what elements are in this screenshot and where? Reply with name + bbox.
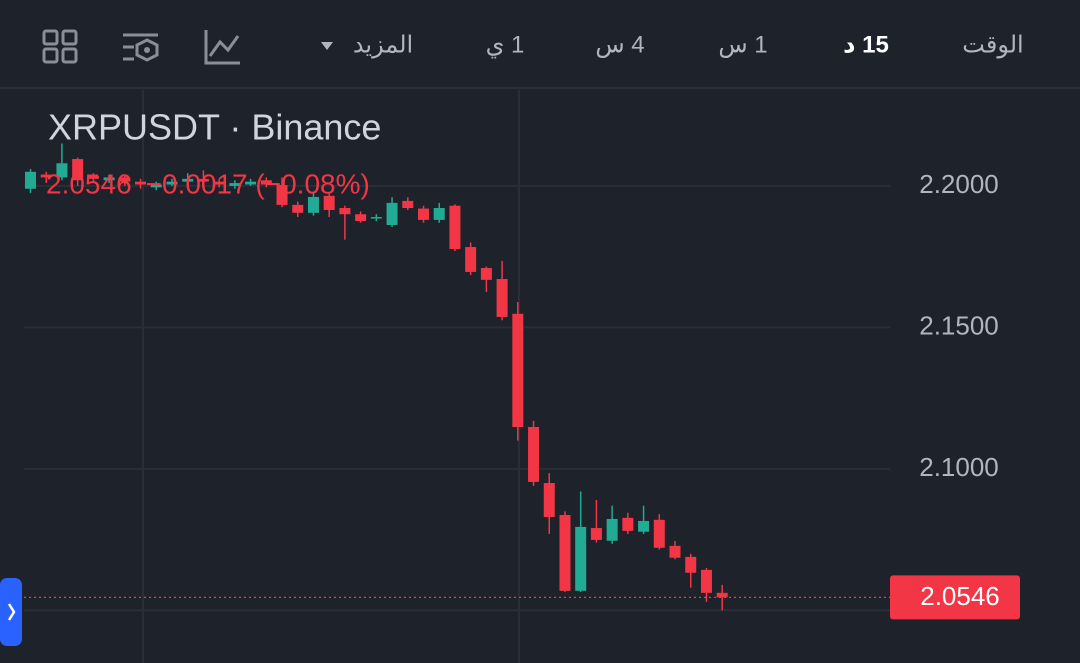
candle-body <box>638 520 650 532</box>
candle-body <box>292 204 304 213</box>
candle-body <box>449 205 461 250</box>
timeframe-button[interactable]: 4 س <box>595 31 644 58</box>
candle-body <box>622 517 634 531</box>
candle-body <box>245 181 257 185</box>
candle-body <box>276 185 288 205</box>
candle-body <box>213 181 225 185</box>
candle-body <box>25 171 36 189</box>
candle-body <box>590 528 602 540</box>
timeframe-button[interactable]: 1 ي <box>486 31 525 58</box>
candle-body <box>182 178 194 182</box>
candle-body <box>40 174 52 178</box>
candle-body <box>575 526 587 591</box>
candle-body <box>386 202 398 225</box>
candle-body <box>433 207 445 220</box>
candle-body <box>402 200 414 208</box>
candle-body <box>135 181 147 185</box>
candle-body <box>465 247 477 272</box>
candle-body <box>197 178 209 182</box>
side-tab[interactable] <box>0 578 22 646</box>
y-tick-label: 2.1500 <box>919 310 999 340</box>
candle-body <box>56 163 68 178</box>
candle-body <box>260 180 272 185</box>
indicator-icon[interactable] <box>123 33 159 62</box>
candle-body <box>323 195 335 210</box>
candle-body <box>512 313 524 428</box>
candle-body <box>339 207 351 215</box>
candle-body <box>543 483 555 517</box>
candle-body <box>418 208 429 220</box>
header-change: −0.0017 (−0.08%) <box>146 168 370 199</box>
header-price: 2.0546 <box>46 168 132 199</box>
timeframe-button[interactable]: الوقت <box>962 31 1023 58</box>
candle-body <box>103 177 115 181</box>
candle-body <box>72 159 84 181</box>
chart-type-icon[interactable] <box>204 30 240 65</box>
candle-body <box>150 184 162 188</box>
candle-body <box>370 217 382 219</box>
candle-body <box>480 267 492 280</box>
chart-title: XRPUSDT · Binance <box>48 107 381 148</box>
timeframe-button[interactable]: 15 د <box>843 31 889 58</box>
candle-body <box>685 556 697 573</box>
candle-body <box>87 176 99 179</box>
candle-body <box>166 181 178 185</box>
candle-body <box>559 515 571 591</box>
timeframe-button[interactable]: 1 س <box>718 31 767 58</box>
candle-body <box>716 592 728 598</box>
candle-body <box>669 545 681 558</box>
candle-body <box>307 196 319 213</box>
toolbar <box>42 29 333 65</box>
timeframe-button[interactable]: المزيد <box>353 31 413 58</box>
candle-body <box>119 177 131 182</box>
y-tick-label: 2.2000 <box>919 169 999 199</box>
dropdown-arrow[interactable] <box>321 42 333 50</box>
candle-body <box>528 427 540 482</box>
candle-body <box>700 569 712 593</box>
candle-body <box>606 518 618 541</box>
last-price-label: 2.0546 <box>920 581 1000 611</box>
candle-body <box>355 214 367 222</box>
candle-body <box>496 279 508 317</box>
y-tick-label: 2.1000 <box>919 452 999 482</box>
layout-icon[interactable] <box>42 29 78 64</box>
candle-body <box>229 183 241 186</box>
last-price-box <box>890 575 1020 620</box>
candle-body <box>653 519 665 548</box>
